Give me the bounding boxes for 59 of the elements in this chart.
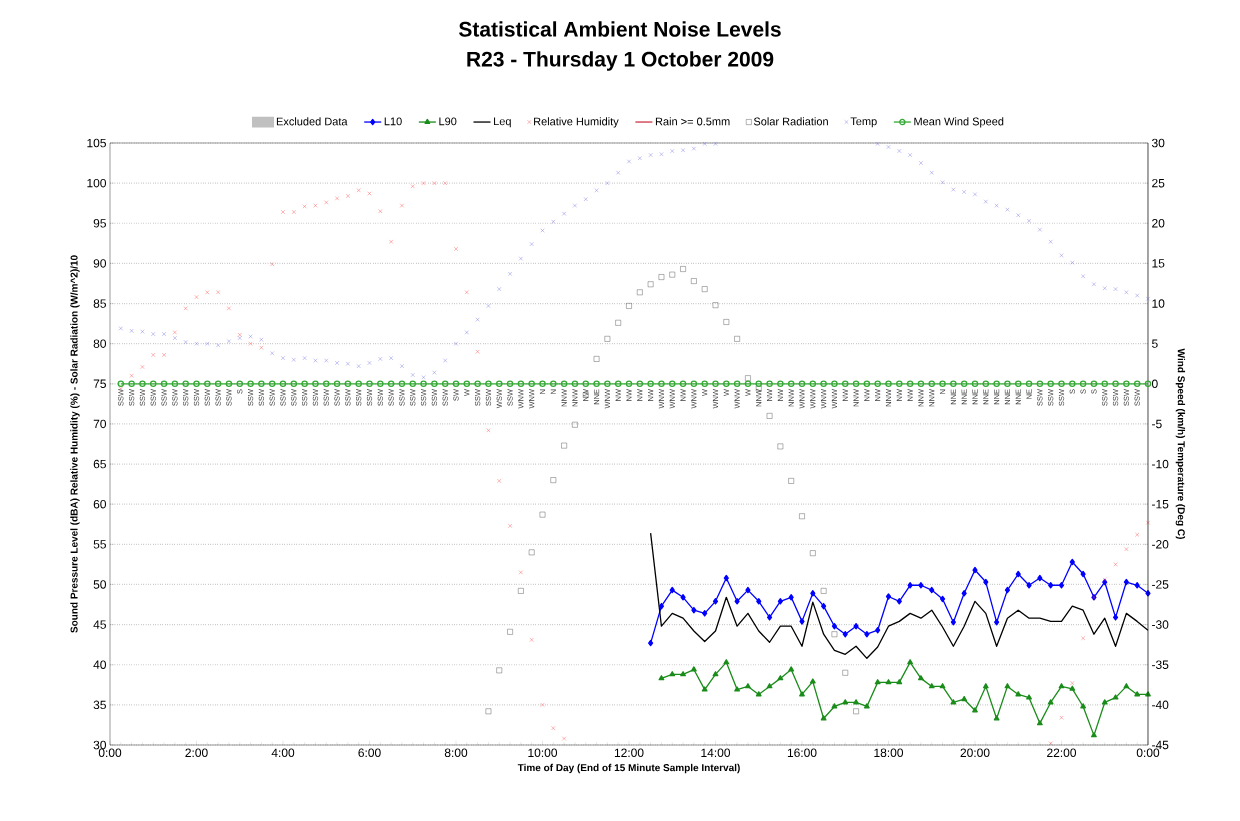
y2-tick-label: -25 xyxy=(1152,580,1169,589)
y2-tick-label: -10 xyxy=(1152,459,1169,469)
x-tick-label: 10:00 xyxy=(528,748,558,758)
chart-subtitle: R23 - Thursday 1 October 2009 xyxy=(467,51,774,71)
y2-tick-label: 15 xyxy=(1152,259,1165,268)
y2-tick-label: 10 xyxy=(1152,299,1165,308)
x-tick-label: 12:00 xyxy=(614,748,644,758)
y-tick-label: 65 xyxy=(93,459,106,469)
legend-label: Leq xyxy=(494,117,511,128)
y-tick-label: 40 xyxy=(93,660,107,669)
x-tick-label: 2:00 xyxy=(185,748,208,758)
legend-label: Excluded Data xyxy=(276,117,348,126)
y-tick-label: 90 xyxy=(93,259,107,268)
legend-label: Mean Wind Speed xyxy=(914,117,1004,128)
x-tick-label: 6:00 xyxy=(358,748,381,758)
y2-tick-label: -45 xyxy=(1152,740,1169,750)
legend-label: L10 xyxy=(384,117,402,126)
y2-axis-title: Wind Speed (km/h) Temperature (Deg C) xyxy=(1175,348,1186,539)
y-tick-label: 95 xyxy=(93,219,106,228)
x-tick-label: 8:00 xyxy=(444,748,468,758)
x-tick-label: 4:00 xyxy=(271,748,295,758)
x-tick-label: 16:00 xyxy=(787,748,817,758)
y2-tick-label: 30 xyxy=(1151,138,1165,148)
x-tick-label: 22:00 xyxy=(1047,748,1077,758)
x-tick-label: 0:00 xyxy=(98,748,122,758)
y-tick-label: 30 xyxy=(93,740,107,750)
y-tick-label: 60 xyxy=(93,499,107,509)
y-tick-label: 75 xyxy=(93,379,106,388)
y2-tick-label: 20 xyxy=(1152,219,1165,228)
y2-tick-label: 0 xyxy=(1151,379,1158,389)
y2-tick-label: -5 xyxy=(1152,419,1162,429)
y-tick-label: 50 xyxy=(93,580,107,589)
legend-label: Temp xyxy=(850,117,877,128)
y-tick-label: 80 xyxy=(93,339,107,348)
y2-tick-label: -20 xyxy=(1152,540,1169,549)
y2-tick-label: -15 xyxy=(1152,500,1169,509)
legend-label: Solar Radiation xyxy=(753,117,828,126)
y-tick-label: 70 xyxy=(93,419,107,429)
y2-tick-label: -30 xyxy=(1152,620,1169,629)
legend-label: Rain >= 0.5mm xyxy=(655,117,730,126)
x-tick-label: 18:00 xyxy=(874,748,904,758)
y2-tick-label: -40 xyxy=(1152,700,1169,710)
y-tick-label: 45 xyxy=(93,620,106,629)
y-tick-label: 85 xyxy=(93,299,106,308)
y2-tick-label: -35 xyxy=(1152,660,1169,669)
x-tick-label: 14:00 xyxy=(701,748,731,758)
legend-label: L90 xyxy=(439,117,457,126)
y-tick-label: 55 xyxy=(93,540,106,549)
legend-label: Relative Humidity xyxy=(534,117,619,128)
y-axis-title: Sound Pressure Level (dBA) Relative Humidity (%) - Solar Radiation (W/m^2)/10 xyxy=(70,255,80,633)
y2-tick-label: 5 xyxy=(1152,339,1158,348)
x-tick-label: 20:00 xyxy=(960,748,990,758)
chart-title: Statistical Ambient Noise Levels xyxy=(458,21,781,37)
y-tick-label: 100 xyxy=(87,178,107,188)
x-tick-label: 0:00 xyxy=(1136,748,1160,758)
y-tick-label: 105 xyxy=(87,138,106,148)
x-axis-title: Time of Day (End of 15 Minute Sample Interval) xyxy=(517,763,740,774)
y2-tick-label: 25 xyxy=(1152,178,1165,188)
y-tick-label: 35 xyxy=(93,700,106,710)
